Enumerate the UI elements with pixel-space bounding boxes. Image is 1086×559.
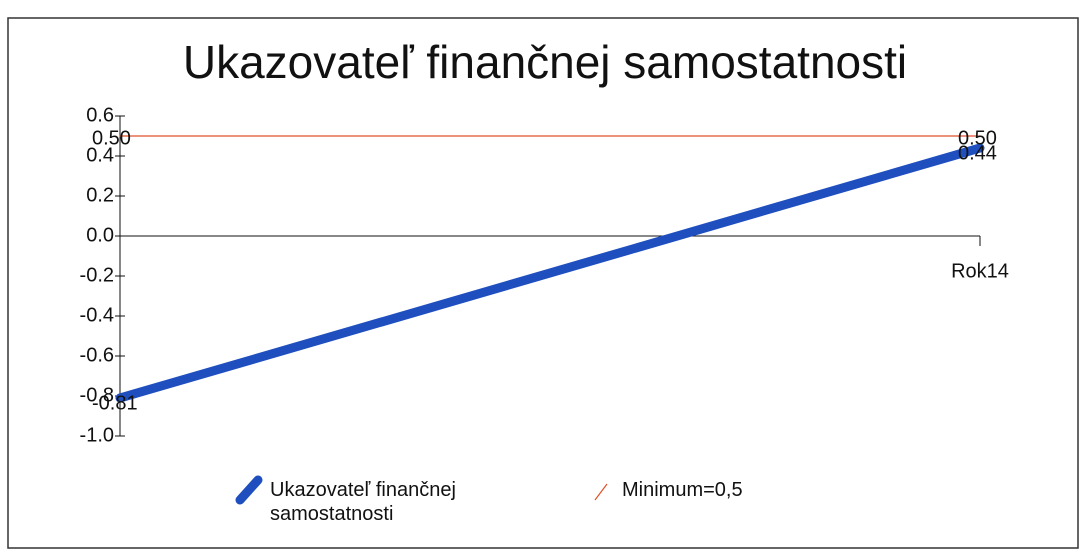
y-tick-label: 0.2 [86,184,114,206]
y-tick-label: -0.6 [80,344,114,366]
series-line [115,143,985,403]
frame [7,17,1079,549]
y-tick-label: 0.0 [86,224,114,246]
y-tick-label: -0.2 [80,264,114,286]
chart-title: Ukazovateľ finančnej samostatnosti [183,36,907,88]
data-label: -0.81 [92,392,138,414]
data-label: 0.50 [958,127,997,149]
legend-label: Ukazovateľ finančnej samostatnosti [270,479,456,525]
y-tick-label: -0.4 [80,304,114,326]
y-tick-label: 0.4 [86,144,114,166]
data-label: 0.44 [958,142,997,164]
y-tick-label: 0.6 [86,104,114,126]
legend-label: Minimum=0,5 [622,479,743,501]
legend-swatch [235,475,263,505]
y-tick-label: -0.8 [80,384,114,406]
legend-swatch [594,483,608,501]
y-tick-label: -1.0 [80,424,114,446]
x-tick-label: Rok14 [951,260,1009,282]
data-label: 0.50 [92,127,131,149]
